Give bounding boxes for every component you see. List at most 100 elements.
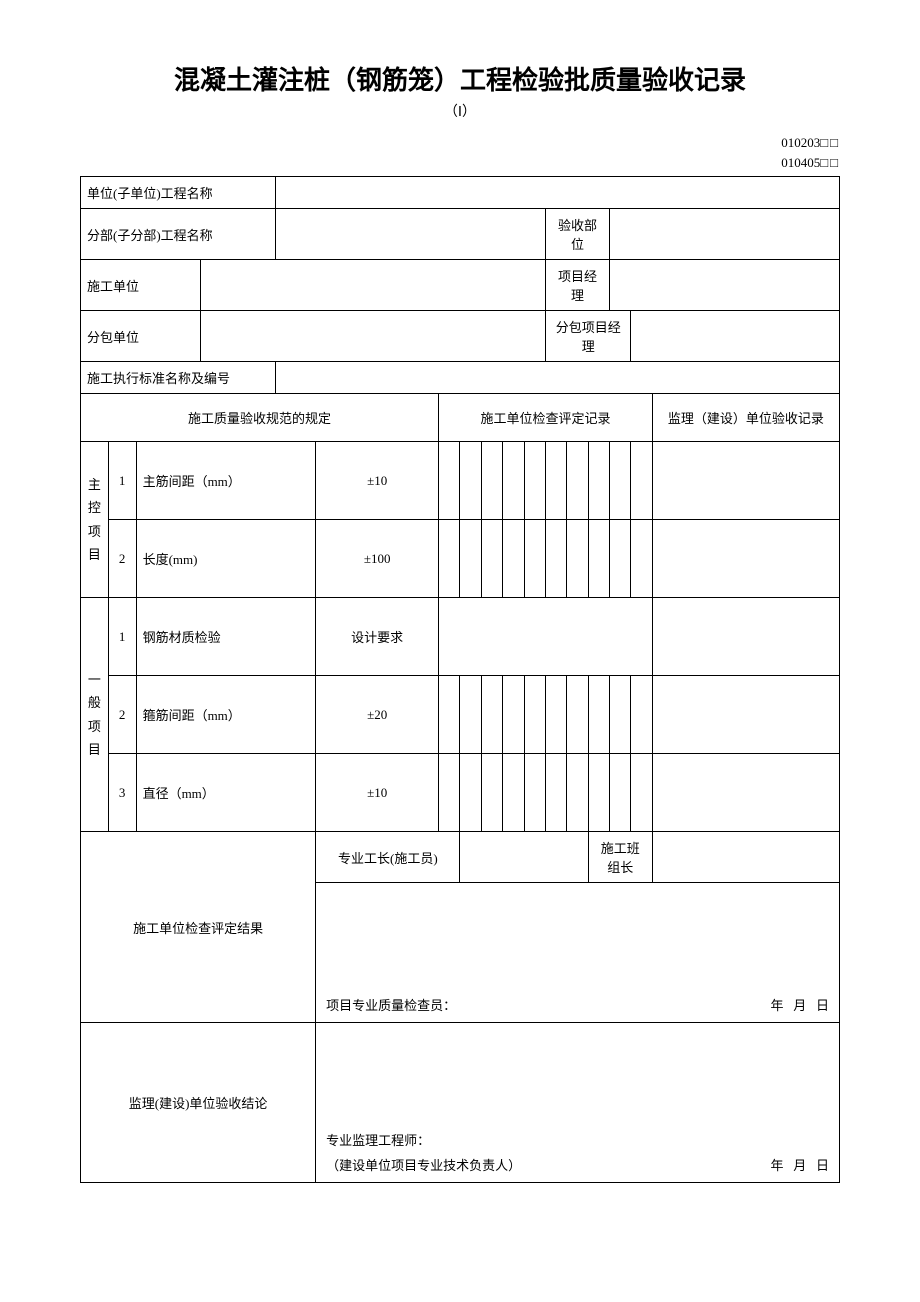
label-subcontractor: 分包单位 (81, 311, 201, 362)
page-subtitle: （Ⅰ） (80, 101, 840, 121)
check-cell[interactable] (567, 442, 588, 520)
header-spec: 施工质量验收规范的规定 (81, 394, 439, 442)
label-team-leader: 施工班组长 (588, 832, 652, 883)
check-cell[interactable] (503, 442, 524, 520)
check-cell[interactable] (481, 754, 502, 832)
item-name: 主筋间距（mm） (136, 442, 316, 520)
check-cell[interactable] (524, 676, 545, 754)
check-cell[interactable] (610, 676, 631, 754)
item-no: 2 (108, 676, 136, 754)
field-construction-unit[interactable] (200, 260, 545, 311)
supervision-cell[interactable] (652, 754, 839, 832)
check-cell[interactable] (610, 754, 631, 832)
supervision-cell[interactable] (652, 676, 839, 754)
field-sub-project[interactable] (275, 209, 545, 260)
field-foreman[interactable] (460, 832, 588, 883)
item-spec: ±100 (316, 520, 439, 598)
item-no: 1 (108, 442, 136, 520)
check-cell[interactable] (588, 442, 609, 520)
field-team-leader[interactable] (652, 832, 839, 883)
label-sub-pm: 分包项目经理 (545, 311, 631, 362)
item-name: 直径（mm） (136, 754, 316, 832)
check-cell[interactable] (503, 520, 524, 598)
field-unit-project[interactable] (275, 177, 839, 209)
check-cell[interactable] (545, 442, 566, 520)
supervision-cell[interactable] (652, 598, 839, 676)
field-subcontractor[interactable] (200, 311, 545, 362)
supervision-conclusion-block[interactable]: 专业监理工程师： （建设单位项目专业技术负责人） 年 月 日 (316, 1023, 840, 1183)
item-spec: ±20 (316, 676, 439, 754)
label-sub-project: 分部(子分部)工程名称 (81, 209, 276, 260)
check-cell[interactable] (481, 676, 502, 754)
code-1: 010203 (781, 135, 820, 150)
page-title: 混凝土灌注桩（钢筋笼）工程检验批质量验收记录 (80, 60, 840, 97)
check-cell[interactable] (588, 520, 609, 598)
check-cell[interactable] (524, 754, 545, 832)
item-no: 1 (108, 598, 136, 676)
check-cell-merged[interactable] (439, 598, 653, 676)
label-supervision-engineer: 专业监理工程师： (326, 1130, 430, 1149)
item-no: 3 (108, 754, 136, 832)
date-placeholder: 年 月 日 (770, 995, 829, 1014)
label-standard: 施工执行标准名称及编号 (81, 362, 276, 394)
label-construction-result: 施工单位检查评定结果 (81, 832, 316, 1023)
field-sub-pm[interactable] (631, 311, 840, 362)
label-quality-inspector: 项目专业质量检查员： (326, 995, 456, 1014)
check-cell[interactable] (439, 520, 460, 598)
check-cell[interactable] (460, 520, 481, 598)
check-cell[interactable] (503, 676, 524, 754)
label-foreman: 专业工长(施工员) (316, 832, 460, 883)
check-cell[interactable] (588, 754, 609, 832)
check-cell[interactable] (545, 754, 566, 832)
label-accept-part: 验收部位 (545, 209, 609, 260)
label-main-control: 主控项目 (81, 442, 109, 598)
check-cell[interactable] (631, 676, 652, 754)
field-standard[interactable] (275, 362, 839, 394)
box-icon: □□ (820, 133, 840, 153)
header-construction-check: 施工单位检查评定记录 (439, 394, 653, 442)
label-project-manager: 项目经理 (545, 260, 609, 311)
item-spec: ±10 (316, 442, 439, 520)
construction-result-block[interactable]: 项目专业质量检查员： 年 月 日 (316, 883, 840, 1023)
label-general-items: 一般项目 (81, 598, 109, 832)
check-cell[interactable] (610, 520, 631, 598)
check-cell[interactable] (545, 520, 566, 598)
item-name: 钢筋材质检验 (136, 598, 316, 676)
check-cell[interactable] (631, 520, 652, 598)
header-supervision: 监理（建设）单位验收记录 (652, 394, 839, 442)
check-cell[interactable] (481, 442, 502, 520)
check-cell[interactable] (524, 520, 545, 598)
check-cell[interactable] (460, 754, 481, 832)
box-icon: □□ (820, 153, 840, 173)
label-owner-tech-lead: （建设单位项目专业技术负责人） (326, 1155, 521, 1174)
item-no: 2 (108, 520, 136, 598)
check-cell[interactable] (481, 520, 502, 598)
form-codes: 010203□□ 010405□□ (80, 133, 840, 172)
check-cell[interactable] (588, 676, 609, 754)
check-cell[interactable] (567, 676, 588, 754)
check-cell[interactable] (439, 754, 460, 832)
label-unit-project: 单位(子单位)工程名称 (81, 177, 276, 209)
item-name: 长度(mm) (136, 520, 316, 598)
check-cell[interactable] (503, 754, 524, 832)
check-cell[interactable] (439, 442, 460, 520)
inspection-form-table: 单位(子单位)工程名称 分部(子分部)工程名称 验收部位 施工单位 项目经理 分… (80, 176, 840, 1183)
check-cell[interactable] (439, 676, 460, 754)
check-cell[interactable] (567, 520, 588, 598)
check-cell[interactable] (610, 442, 631, 520)
check-cell[interactable] (631, 754, 652, 832)
item-spec: 设计要求 (316, 598, 439, 676)
check-cell[interactable] (631, 442, 652, 520)
check-cell[interactable] (460, 676, 481, 754)
check-cell[interactable] (460, 442, 481, 520)
label-construction-unit: 施工单位 (81, 260, 201, 311)
supervision-cell[interactable] (652, 520, 839, 598)
check-cell[interactable] (545, 676, 566, 754)
date-placeholder: 年 月 日 (770, 1155, 829, 1174)
item-spec: ±10 (316, 754, 439, 832)
field-accept-part[interactable] (610, 209, 840, 260)
check-cell[interactable] (524, 442, 545, 520)
field-project-manager[interactable] (610, 260, 840, 311)
supervision-cell[interactable] (652, 442, 839, 520)
check-cell[interactable] (567, 754, 588, 832)
